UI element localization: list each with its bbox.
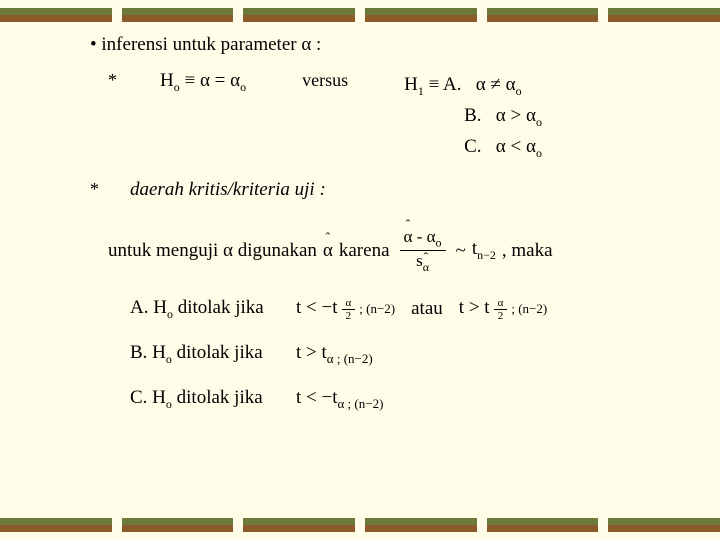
decor-bar-bottom xyxy=(0,518,720,532)
fraction: α - αo sα xyxy=(400,227,446,275)
kriteria-row: * daerah kritis/kriteria uji : xyxy=(90,179,680,217)
decor-bar-top xyxy=(0,8,720,22)
h1-cases: H1 ≡ A. α ≠ αo B. α > αo C. α < αo xyxy=(404,70,542,163)
asterisk: * xyxy=(90,179,112,200)
reject-A: A. Ho ditolak jika t < −tα2; (n−2) atau … xyxy=(130,297,680,323)
kriteria-text: daerah kritis/kriteria uji : xyxy=(130,179,326,201)
h0-expr: Ho ≡ α = αo xyxy=(160,70,246,95)
title-line: • inferensi untuk parameter α : xyxy=(90,34,680,56)
asterisk: * xyxy=(108,70,130,91)
alpha-hat: α xyxy=(323,240,333,262)
hypothesis-block: * Ho ≡ α = αo versus H1 ≡ A. α ≠ αo B. α… xyxy=(108,70,680,163)
reject-B: B. Ho ditolak jika t > tα ; (n−2) xyxy=(130,342,680,367)
atau-text: atau xyxy=(411,298,443,320)
reject-C: C. Ho ditolak jika t < −tα ; (n−2) xyxy=(130,387,680,412)
uji-line: untuk menguji α digunakan α karena α - α… xyxy=(108,227,680,275)
slide-content: • inferensi untuk parameter α : * Ho ≡ α… xyxy=(90,34,680,432)
versus-text: versus xyxy=(302,70,348,91)
